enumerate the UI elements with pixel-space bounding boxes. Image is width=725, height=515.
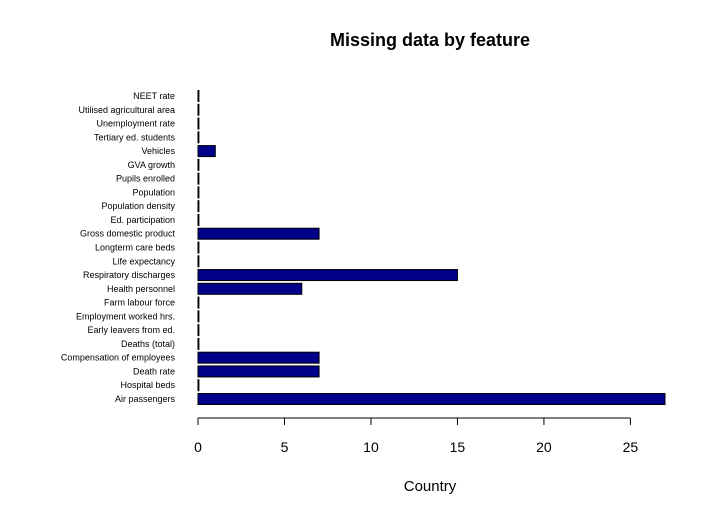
bar-hospital-beds [197, 379, 200, 392]
category-label-unemployment-rate: Unemployment rate [96, 119, 175, 129]
bars-group [197, 90, 666, 405]
bar-early-leavers-from-ed [197, 324, 200, 337]
category-label-farm-labour-force: Farm labour force [104, 298, 175, 308]
bar-neet-rate [197, 90, 200, 102]
x-tick-label-5: 5 [281, 439, 289, 455]
x-tick-label-15: 15 [450, 439, 466, 455]
bar-ed-participation [197, 213, 200, 226]
category-label-gross-domestic-product: Gross domestic product [80, 229, 176, 239]
bar-gva-growth [197, 158, 200, 171]
bar-deaths-total [197, 337, 200, 350]
category-label-air-passengers: Air passengers [115, 394, 176, 404]
bar-gross-domestic-product [197, 227, 320, 240]
bar-vehicles [197, 145, 216, 158]
category-label-utilised-agricultural-area: Utilised agricultural area [78, 105, 175, 115]
bar-longterm-care-beds [197, 241, 200, 254]
x-tick-label-10: 10 [363, 439, 379, 455]
bar-health-personnel [197, 282, 303, 295]
bar-compensation-of-employees [197, 351, 320, 364]
category-label-population: Population [132, 187, 175, 197]
category-label-vehicles: Vehicles [141, 146, 175, 156]
bar-tertiary-ed-students [197, 131, 200, 144]
category-label-neet-rate: NEET rate [133, 91, 175, 101]
category-label-deaths-total: Deaths (total) [121, 339, 175, 349]
chart-title: Missing data by feature [330, 30, 530, 50]
x-tick-label-20: 20 [536, 439, 552, 455]
category-label-death-rate: Death rate [133, 366, 175, 376]
category-label-population-density: Population density [101, 201, 175, 211]
x-tick-label-0: 0 [194, 439, 202, 455]
category-labels: Air passengers Hospital beds Death rate Com… [61, 91, 176, 404]
bar-utilised-agricultural-area [197, 103, 200, 116]
category-label-employment-worked-hrs: Employment worked hrs. [76, 311, 175, 321]
category-label-health-personnel: Health personnel [107, 284, 175, 294]
bar-farm-labour-force [197, 296, 200, 309]
bar-employment-worked-hrs [197, 310, 200, 323]
bar-unemployment-rate [197, 117, 200, 130]
bar-pupils-enrolled [197, 172, 200, 185]
x-axis: 0 5 10 15 20 25 [194, 417, 639, 455]
bar-respiratory-discharges [197, 269, 458, 282]
bar-population-density [197, 200, 200, 213]
category-label-compensation-of-employees: Compensation of employees [61, 353, 176, 363]
category-label-gva-growth: GVA growth [128, 160, 175, 170]
bar-life-expectancy [197, 255, 200, 268]
category-label-respiratory-discharges: Respiratory discharges [83, 270, 176, 280]
x-axis-title: Country [404, 478, 457, 495]
category-label-longterm-care-beds: Longterm care beds [95, 243, 176, 253]
category-label-early-leavers-from-ed: Early leavers from ed. [87, 325, 175, 335]
bar-death-rate [197, 365, 320, 378]
bar-population [197, 186, 200, 199]
category-label-pupils-enrolled: Pupils enrolled [116, 174, 175, 184]
category-label-tertiary-ed-students: Tertiary ed. students [94, 132, 176, 142]
category-label-ed-participation: Ed. participation [110, 215, 175, 225]
bar-air-passengers [197, 393, 666, 405]
category-label-life-expectancy: Life expectancy [112, 256, 175, 266]
x-tick-label-25: 25 [623, 439, 639, 455]
category-label-hospital-beds: Hospital beds [120, 380, 175, 390]
